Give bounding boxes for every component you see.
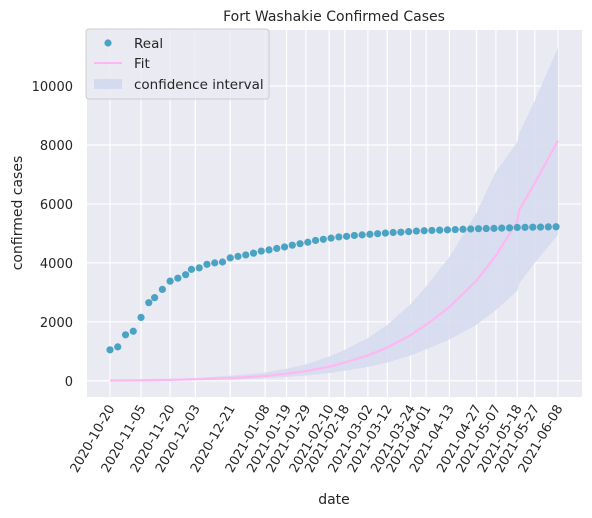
real-point xyxy=(505,224,514,232)
real-point xyxy=(114,343,122,351)
real-point xyxy=(405,228,413,236)
real-point xyxy=(311,236,320,245)
real-point xyxy=(129,327,137,335)
real-point xyxy=(151,294,159,302)
real-point xyxy=(498,224,506,232)
real-point xyxy=(145,299,153,307)
real-point xyxy=(544,223,552,231)
real-point xyxy=(482,224,490,233)
real-point xyxy=(343,232,351,240)
real-point xyxy=(158,285,166,294)
real-point xyxy=(381,229,389,237)
real-point xyxy=(296,240,304,248)
real-point xyxy=(467,225,475,233)
real-point xyxy=(513,223,521,232)
legend-box xyxy=(85,28,270,100)
x-axis-ticks: 2020-10-202020-11-052020-11-202020-12-03… xyxy=(68,402,567,475)
real-point xyxy=(265,246,273,254)
real-point xyxy=(174,274,182,282)
real-point xyxy=(412,227,421,235)
real-point xyxy=(288,241,296,249)
real-point xyxy=(374,230,382,238)
real-point xyxy=(490,224,498,232)
legend-ci-patch xyxy=(94,79,122,89)
y-tick-label: 8000 xyxy=(40,139,73,154)
legend-ci-label: confidence interval xyxy=(134,77,264,93)
real-point xyxy=(319,235,327,243)
y-tick-label: 0 xyxy=(65,375,73,390)
x-axis-label: date xyxy=(318,492,350,508)
real-point xyxy=(106,346,114,354)
real-point xyxy=(242,251,250,259)
real-point xyxy=(280,243,289,251)
legend-real-marker xyxy=(104,39,112,47)
real-point xyxy=(335,233,343,241)
real-point xyxy=(350,231,358,240)
real-point xyxy=(529,223,537,231)
legend: Real Fit confidence interval xyxy=(85,28,270,100)
real-point xyxy=(187,265,196,273)
real-point xyxy=(226,254,234,262)
real-point xyxy=(182,271,190,279)
legend-fit-label: Fit xyxy=(134,56,150,72)
chart-title: Fort Washakie Confirmed Cases xyxy=(223,9,445,25)
real-point xyxy=(121,331,130,339)
y-tick-label: 10000 xyxy=(32,80,73,95)
real-series xyxy=(106,223,560,354)
real-point xyxy=(428,226,436,235)
y-axis-label: confirmed cases xyxy=(10,156,26,271)
real-point xyxy=(249,249,258,257)
real-point xyxy=(552,223,560,231)
y-tick-label: 4000 xyxy=(40,257,73,272)
real-point xyxy=(397,228,405,236)
real-point xyxy=(195,264,203,272)
real-point xyxy=(443,226,452,234)
real-point xyxy=(273,244,281,253)
real-point xyxy=(234,252,242,260)
real-point xyxy=(366,230,374,238)
legend-real-label: Real xyxy=(134,36,163,52)
real-point xyxy=(389,228,397,237)
y-tick-label: 6000 xyxy=(40,198,73,213)
real-point xyxy=(211,259,219,267)
real-point xyxy=(436,226,444,234)
confidence-interval-band xyxy=(110,47,558,381)
real-point xyxy=(420,227,428,235)
real-point xyxy=(451,225,459,234)
real-point xyxy=(304,238,312,246)
fit-line xyxy=(109,140,559,382)
real-point xyxy=(474,225,483,233)
real-point xyxy=(257,247,265,255)
real-point xyxy=(203,260,211,268)
real-point xyxy=(358,231,366,239)
real-point xyxy=(459,225,467,233)
real-point xyxy=(137,313,145,322)
y-axis-ticks: 0 2000 4000 6000 8000 10000 xyxy=(32,80,73,390)
ci-area xyxy=(110,47,558,381)
y-tick-label: 2000 xyxy=(40,316,73,331)
real-point xyxy=(521,223,529,231)
real-point xyxy=(536,223,545,231)
real-point xyxy=(327,234,335,242)
real-point xyxy=(166,277,174,285)
real-point xyxy=(218,258,227,266)
fit-series xyxy=(109,140,559,382)
